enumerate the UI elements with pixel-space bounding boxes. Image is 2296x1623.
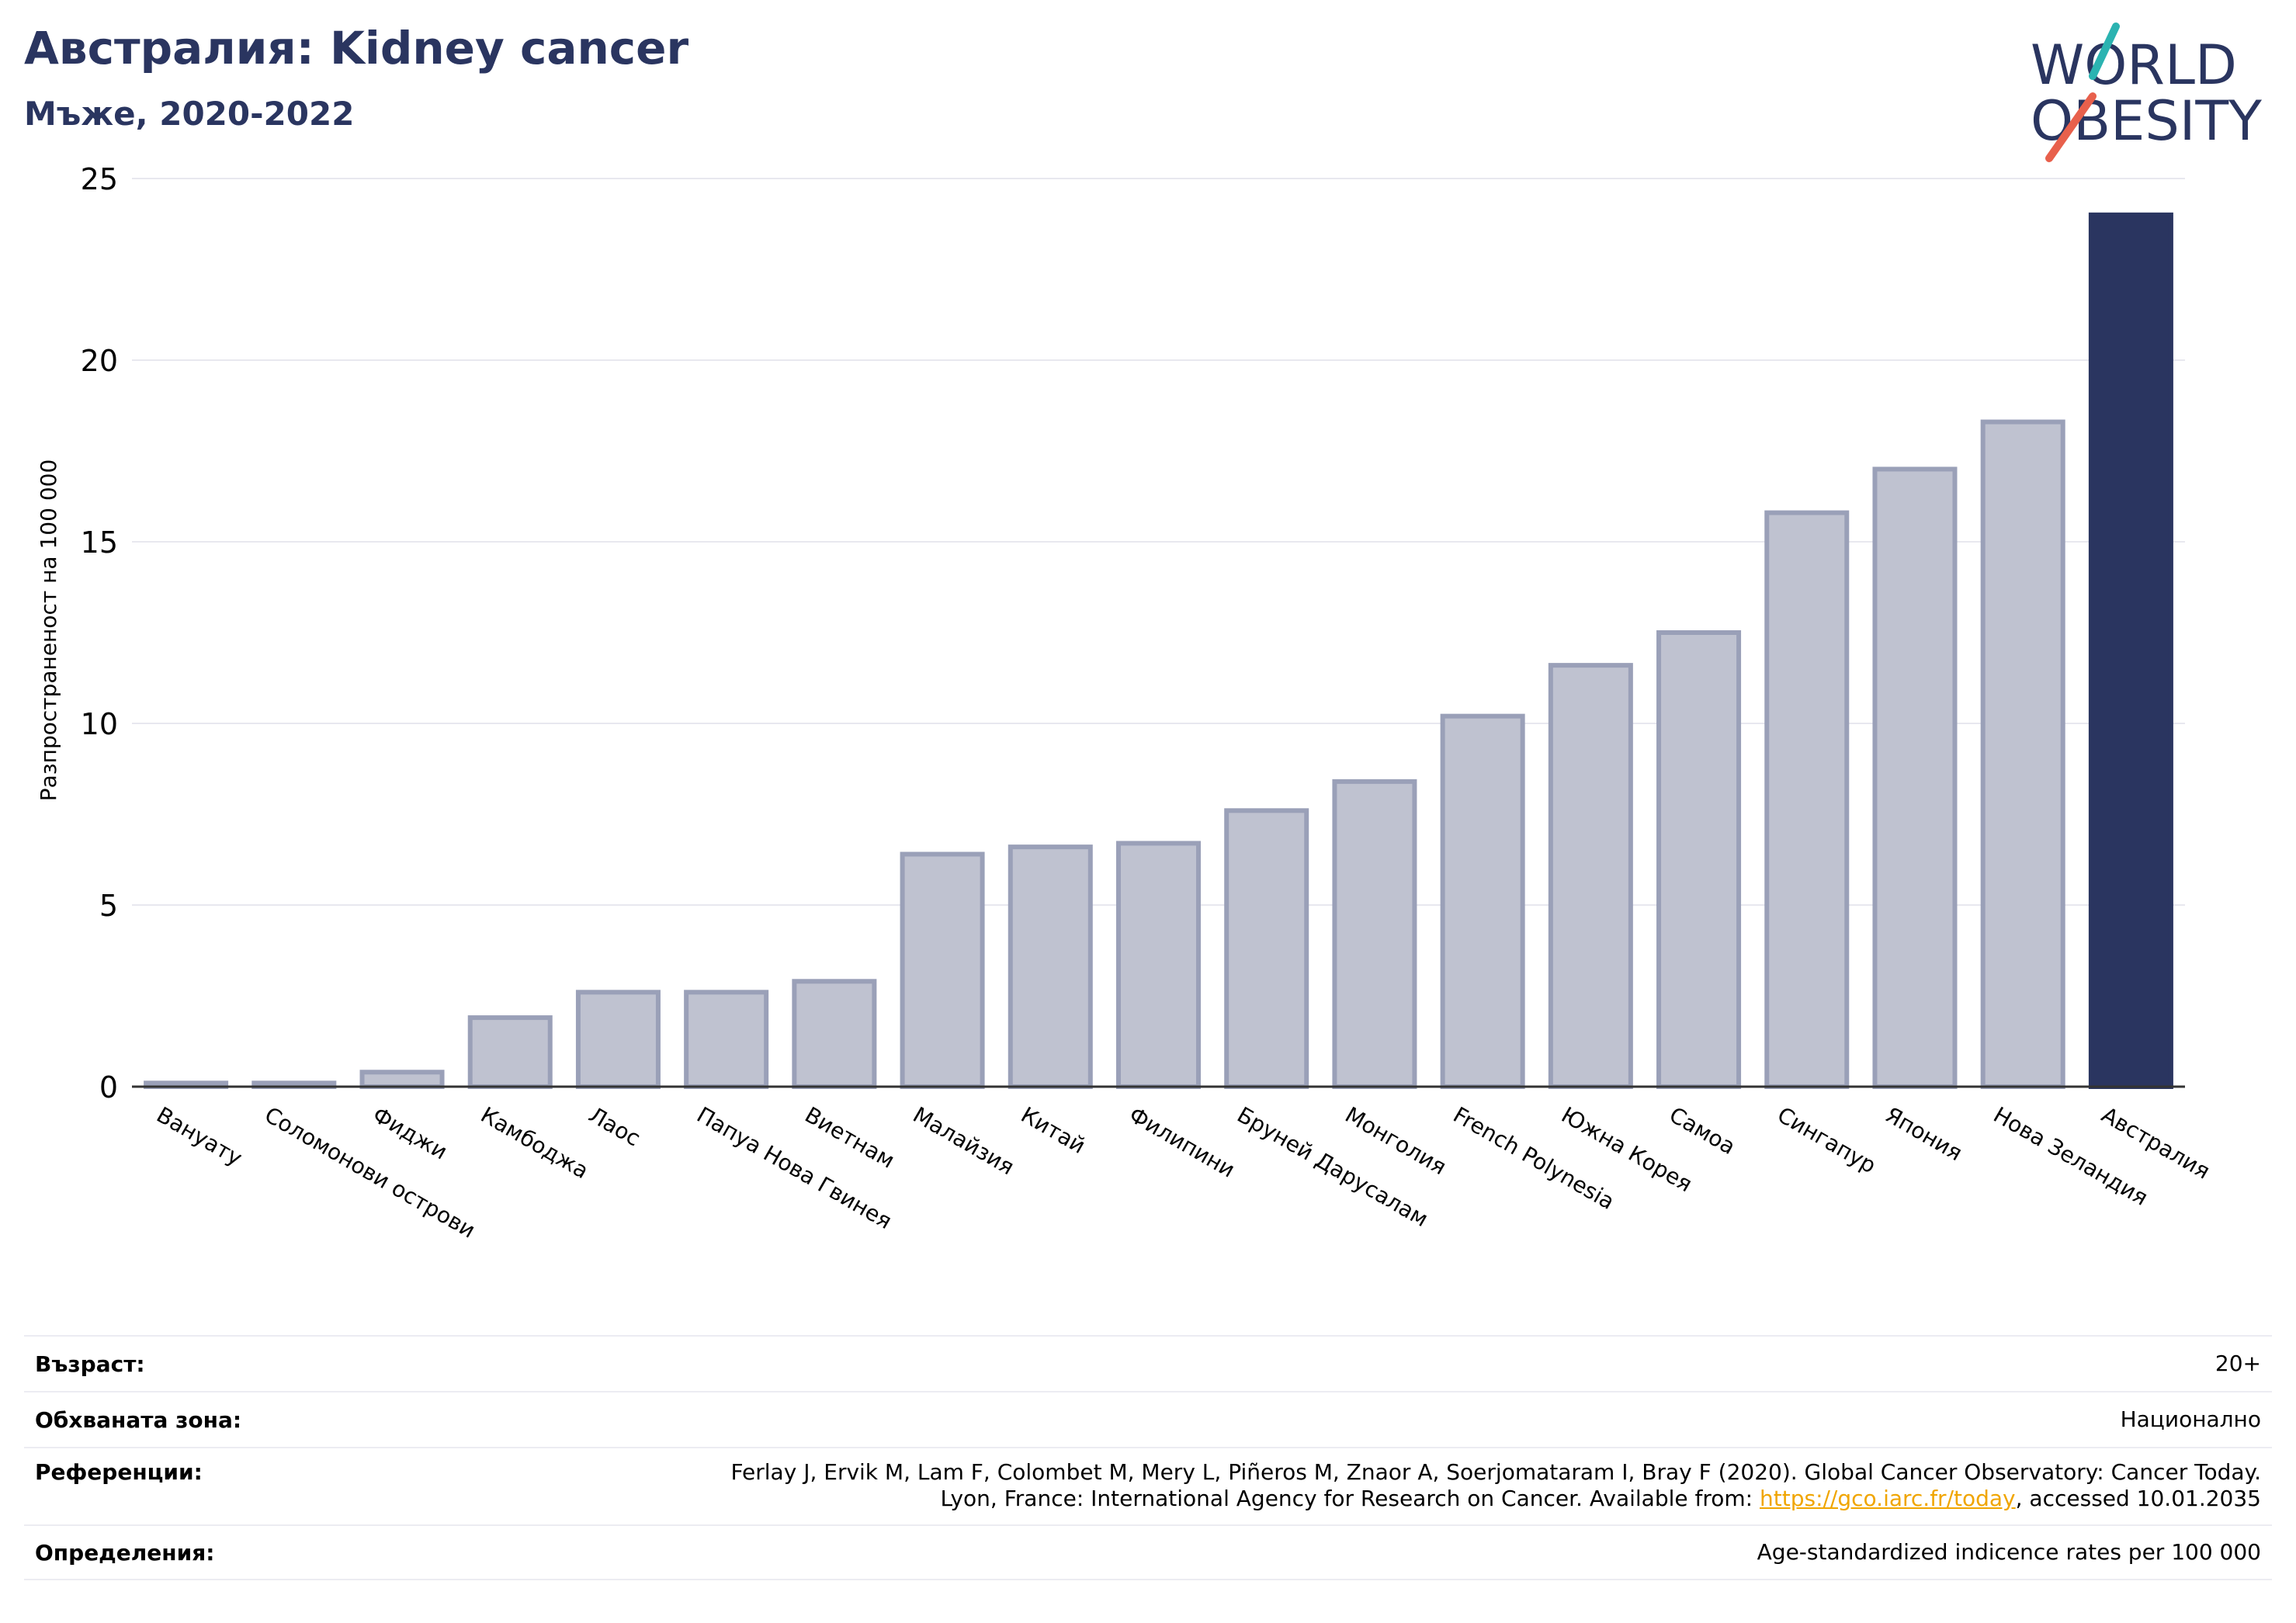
x-tick-label: Филипини: [1125, 1101, 1240, 1182]
world-obesity-logo: WORLD OBESITY: [2031, 23, 2262, 162]
y-tick-label: 25: [81, 162, 118, 196]
bar-8: [900, 851, 985, 1089]
bar-11: [1224, 808, 1309, 1089]
x-tick-label: Китай: [1017, 1101, 1090, 1158]
x-tick-label: Япония: [1881, 1101, 1966, 1166]
bar-17: [1872, 466, 1958, 1089]
bar-9: [1008, 844, 1093, 1089]
x-tick-label: Самоа: [1665, 1101, 1739, 1160]
definitions-label: Определения:: [35, 1539, 215, 1566]
x-tick-label: Камбоджа: [477, 1101, 593, 1184]
age-label: Възраст:: [35, 1351, 145, 1377]
x-tick-label: Папуа Нова Гвинея: [692, 1101, 896, 1234]
bar-3: [359, 1070, 445, 1090]
bar-19: [2088, 212, 2173, 1089]
info-row-age: Възраст: 20+: [24, 1335, 2272, 1391]
y-tick-label: 0: [99, 1070, 118, 1105]
x-tick-label: Фиджи: [369, 1101, 453, 1164]
page-title: Австралия: Kidney cancer: [24, 22, 689, 75]
bar-5: [575, 990, 661, 1089]
x-tick-label: Вануату: [152, 1101, 247, 1170]
bar-16: [1764, 510, 1850, 1089]
bar-10: [1115, 841, 1202, 1089]
x-tick-label: Лаос: [584, 1101, 645, 1151]
references-link[interactable]: https://gco.iarc.fr/today: [1760, 1486, 2016, 1511]
references-line-2-prefix: Lyon, France: International Agency for R…: [940, 1486, 1760, 1511]
area-label: Обхваната зона:: [35, 1406, 242, 1433]
info-table: Възраст: 20+ Обхваната зона: Национално …: [24, 1335, 2272, 1580]
bar-14: [1548, 663, 1633, 1089]
x-tick-label: Малайзия: [909, 1101, 1019, 1180]
y-tick-label: 15: [81, 525, 118, 560]
y-tick-label: 5: [99, 889, 118, 923]
bar-6: [684, 990, 769, 1089]
bars: [132, 212, 2185, 1090]
references-label: Референции:: [35, 1459, 203, 1485]
logo-line-2: OBESITY: [2031, 89, 2262, 153]
y-tick-label: 20: [81, 344, 118, 378]
references-line-2-suffix: , accessed 10.01.2035: [2015, 1486, 2261, 1511]
bar-13: [1440, 713, 1525, 1089]
page-subtitle: Мъже, 2020-2022: [24, 95, 355, 133]
x-tick-label: Виетнам: [800, 1101, 899, 1173]
logo-slash-bottom: [2045, 92, 2097, 162]
y-tick-label: 10: [81, 707, 118, 741]
bar-4: [467, 1015, 553, 1089]
x-tick-label: Сингапур: [1773, 1101, 1880, 1178]
info-row-references: Референции: Ferlay J, Ervik M, Lam F, Co…: [24, 1447, 2272, 1524]
y-axis-label: Разпространеност на 100 000: [36, 460, 61, 802]
bar-15: [1656, 630, 1742, 1089]
bar-7: [792, 979, 877, 1090]
bar-18: [1980, 419, 2065, 1089]
logo-line-1: WORLD: [2031, 33, 2237, 97]
bar-12: [1332, 779, 1417, 1089]
logo-slash-top: [2089, 23, 2120, 80]
references-line-1: Ferlay J, Ervik M, Lam F, Colombet M, Me…: [730, 1459, 2261, 1485]
info-row-definitions: Определения: Age-standardized indicence …: [24, 1524, 2272, 1580]
references-value: Ferlay J, Ervik M, Lam F, Colombet M, Me…: [730, 1459, 2261, 1512]
x-tick-label: Бруней Дарусалам: [1233, 1101, 1433, 1232]
y-axis-tick-labels: 0 5 10 15 20 25: [81, 162, 118, 1105]
age-value: 20+: [2214, 1351, 2261, 1376]
definitions-value: Age-standardized indicence rates per 100…: [1757, 1539, 2261, 1565]
info-row-area: Обхваната зона: Национално: [24, 1391, 2272, 1447]
area-value: Национално: [2120, 1406, 2261, 1432]
